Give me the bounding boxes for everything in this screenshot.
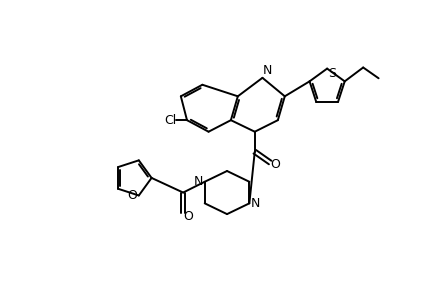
Text: N: N (194, 175, 203, 188)
Text: O: O (183, 210, 193, 223)
Text: O: O (270, 158, 280, 171)
Text: Cl: Cl (164, 114, 176, 127)
Text: N: N (251, 197, 260, 210)
Text: N: N (262, 64, 272, 77)
Text: S: S (329, 67, 337, 80)
Text: O: O (128, 189, 138, 202)
